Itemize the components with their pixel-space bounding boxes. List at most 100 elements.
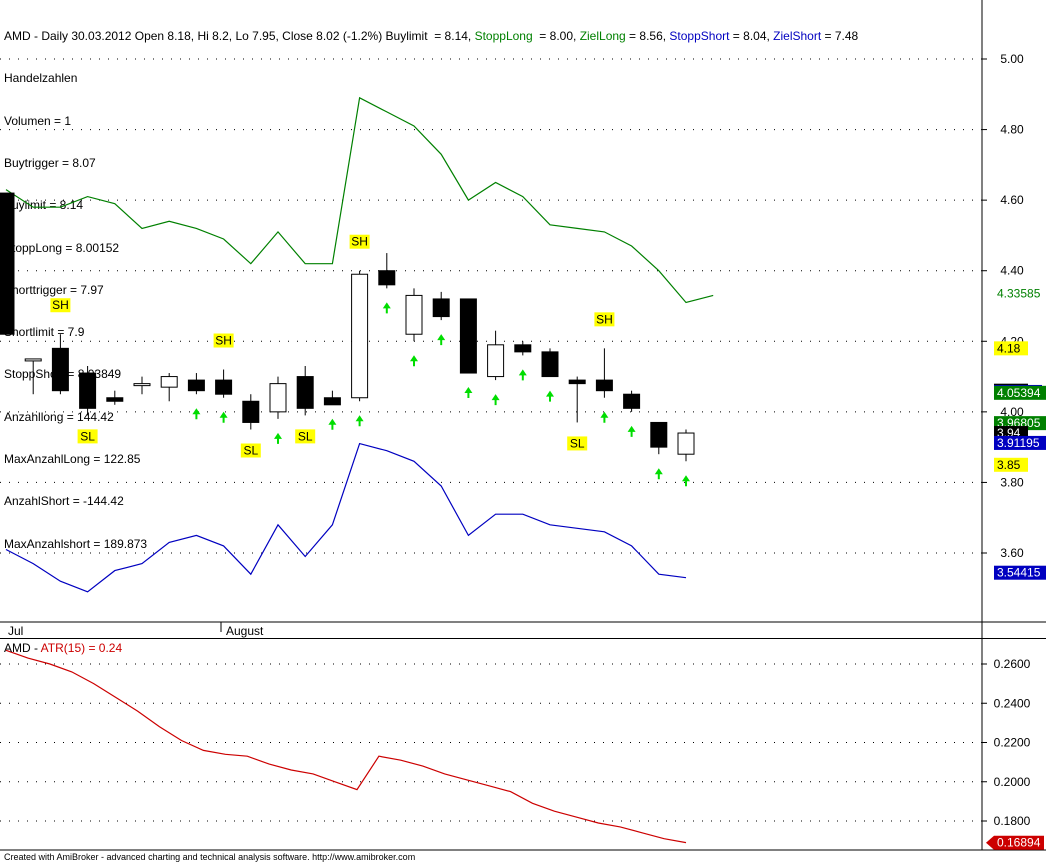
annotation-bg (295, 429, 316, 444)
buy-arrow-icon (410, 355, 418, 367)
annotation-bg (213, 333, 234, 348)
buy-arrow-icon (437, 334, 446, 346)
annotation-sl: SL (298, 429, 313, 443)
buy-arrow-icon (328, 418, 337, 430)
buy-arrow-icon (464, 387, 473, 399)
upper-band-line (5, 96, 714, 304)
price-tick-label: 4.60 (1000, 193, 1024, 207)
indicator-name: ATR(15) = 0.24 (40, 641, 123, 655)
stopplong-value: = 8.00, (532, 29, 580, 44)
annotation-bg (77, 429, 98, 444)
buy-arrow-icon (600, 411, 609, 423)
level-tag-bg (994, 341, 1028, 356)
atr-value-tag: 0.16894 (997, 836, 1041, 850)
candle-body (269, 383, 287, 413)
candle-body (541, 351, 559, 378)
buy-arrow-icon (491, 394, 500, 406)
price-tick-label: 3.60 (1000, 546, 1024, 560)
atr-line (5, 649, 687, 844)
header-line: Buytrigger = 8.07 (4, 156, 96, 171)
candle-body (405, 294, 423, 335)
zielshort-value: = 7.48 (821, 29, 859, 44)
indicator-prefix: AMD - (4, 641, 41, 655)
level-tag-bg (994, 435, 1046, 450)
level-tag: 4.33585 (997, 286, 1041, 300)
header-line: Shorttrigger = 7.97 (4, 282, 104, 297)
annotation-bg (567, 436, 588, 451)
price-tick-label: 5.00 (1000, 52, 1024, 66)
level-tag-bg (994, 565, 1046, 580)
annotation-sl: SL (80, 429, 95, 443)
buy-arrow-icon (627, 425, 636, 437)
atr-tick-label: 0.2200 (994, 736, 1031, 750)
level-tag: 3.54415 (997, 566, 1041, 580)
candle-body (79, 372, 97, 409)
candle-body (432, 298, 450, 318)
annotation-bg (349, 234, 370, 249)
header-line-1: AMD - Daily 30.03.2012 Open 8.18, Hi 8.2… (4, 29, 858, 43)
stopplong-label: StoppLong (474, 29, 533, 44)
atr-tick-label: 0.2000 (994, 775, 1031, 789)
header-line: Anzahllong = 144.42 (4, 409, 114, 424)
candle-body (595, 379, 613, 392)
candle-body (160, 376, 178, 388)
x-label-august: August (226, 624, 264, 638)
header-line: StoppLong = 8.00152 (4, 240, 120, 255)
buy-arrow-icon (382, 302, 391, 314)
level-tag: 3.91195 (997, 436, 1040, 450)
atr-tick-label: 0.2400 (994, 696, 1031, 710)
annotation-bg (50, 298, 71, 313)
buy-arrow-icon (355, 415, 364, 427)
annotation-sl: SL (243, 444, 258, 458)
candle-body (133, 383, 151, 387)
candle-body (215, 379, 233, 395)
candle-body (459, 298, 477, 374)
stoppshort-label: StoppShort (669, 29, 730, 44)
annotation-bg (594, 312, 615, 327)
header-line: AnzahlShort = -144.42 (4, 494, 124, 509)
price-tick-label: 4.40 (1000, 264, 1024, 278)
buy-arrow-icon (192, 408, 201, 420)
level-tag-bg (994, 286, 1046, 301)
candle-body (378, 270, 396, 286)
header-line: Buylimit = 8.14 (4, 198, 84, 213)
level-tag: 3.85 (997, 458, 1021, 472)
zielshort-label: ZielShort (773, 29, 822, 44)
candle-body (242, 400, 260, 423)
candle-body (296, 376, 314, 409)
ziellong-value: = 8.56, (625, 29, 670, 44)
price-tick-label: 3.80 (1000, 475, 1024, 489)
footer-credit[interactable]: Created with AmiBroker - advanced charti… (4, 852, 416, 862)
candle-body (187, 379, 205, 392)
candle-body (677, 432, 695, 455)
buy-arrow-icon (518, 369, 527, 381)
candle-body (351, 273, 369, 399)
candle-body (568, 379, 586, 385)
annotation-sl: SL (570, 436, 585, 450)
atr-tick-label: 0.1800 (994, 814, 1031, 828)
annotation-bg (240, 443, 261, 458)
annotation-sh: SH (596, 312, 613, 326)
candle-body (0, 192, 15, 335)
x-label-jul: Jul (8, 624, 23, 638)
header-line: Handelzahlen (4, 71, 78, 86)
ziellong-label: ZielLong (579, 29, 626, 44)
annotation-sh: SH (52, 298, 69, 312)
indicator-title: AMD - ATR(15) = 0.24 (4, 641, 122, 655)
candle-body (24, 358, 42, 362)
annotation-sh: SH (215, 334, 232, 348)
chart-header: AMD - Daily 30.03.2012 Open 8.18, Hi 8.2… (4, 1, 858, 565)
stoppshort-value: = 8.04, (729, 29, 774, 44)
candle-body (323, 397, 341, 406)
candle-body (106, 397, 124, 402)
buy-arrow-icon (219, 411, 228, 423)
candle-body (623, 393, 641, 409)
header-line: MaxAnzahlLong = 122.85 (4, 452, 141, 466)
atr-value-tag-bg (986, 835, 1044, 850)
annotation-sh: SH (351, 235, 368, 249)
header-line: Volumen = 1 (4, 113, 72, 128)
lower-band-line (5, 442, 687, 593)
price-tick-label: 4.80 (1000, 123, 1024, 137)
price-tick-label: 4.00 (1000, 405, 1024, 419)
